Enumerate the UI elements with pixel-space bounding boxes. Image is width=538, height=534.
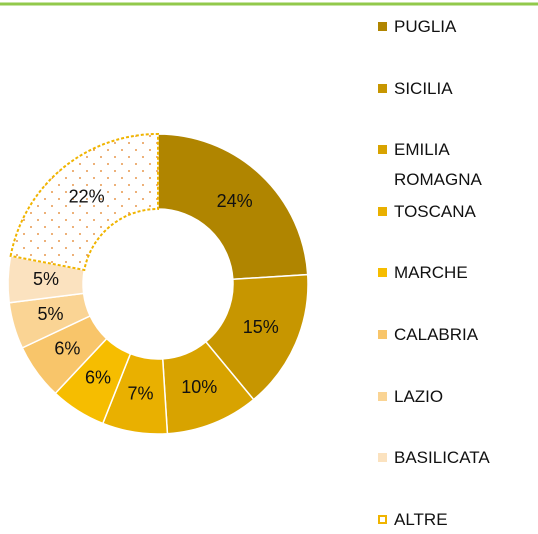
data-label: 5% bbox=[33, 269, 59, 289]
legend-swatch bbox=[378, 514, 387, 524]
legend-label: EMILIA ROMAGNA bbox=[394, 140, 482, 190]
donut-segment bbox=[157, 133, 309, 281]
legend-item: BASILICATA bbox=[378, 443, 508, 473]
legend-swatch bbox=[378, 330, 387, 339]
data-label: 7% bbox=[127, 383, 153, 403]
legend-item: TOSCANA bbox=[378, 197, 508, 227]
legend-item: ALTRE bbox=[378, 505, 508, 534]
legend-label: LAZIO bbox=[394, 386, 444, 406]
donut-segment bbox=[9, 132, 159, 272]
legend-swatch bbox=[378, 22, 387, 31]
data-label: 5% bbox=[37, 304, 63, 324]
data-label: 10% bbox=[181, 377, 217, 397]
data-label: 6% bbox=[85, 367, 111, 387]
legend-swatch bbox=[378, 391, 387, 401]
legend-item: MARCHE bbox=[378, 258, 508, 288]
legend-swatch bbox=[378, 83, 387, 93]
legend-item: CALABRIA bbox=[378, 320, 508, 350]
data-label: 24% bbox=[217, 191, 253, 211]
legend-item: PUGLIA bbox=[378, 12, 508, 42]
legend-label: SICILIA bbox=[394, 78, 453, 98]
legend-label: BASILICATA bbox=[394, 448, 490, 468]
legend-label: PUGLIA bbox=[394, 17, 457, 36]
donut: 24% 15% 10% 7% 6%6% 5% 5% 22% bbox=[7, 132, 309, 435]
legend-swatch bbox=[378, 206, 387, 216]
legend-item: EMILIA ROMAGNA bbox=[378, 135, 508, 195]
legend-swatch bbox=[378, 145, 387, 155]
data-label: 15% bbox=[243, 317, 279, 337]
legend-label: ALTRE bbox=[394, 509, 448, 529]
legend-label: CALABRIA bbox=[394, 325, 479, 344]
data-label: 6% bbox=[54, 339, 80, 359]
legend-item: SICILIA bbox=[378, 74, 508, 104]
legend-label: MARCHE bbox=[394, 263, 468, 283]
data-label: 22% bbox=[69, 186, 105, 206]
legend-item: LAZIO bbox=[378, 382, 508, 412]
legend-label: TOSCANA bbox=[394, 201, 476, 221]
legend-swatch bbox=[378, 453, 387, 463]
legend-swatch bbox=[378, 268, 387, 278]
